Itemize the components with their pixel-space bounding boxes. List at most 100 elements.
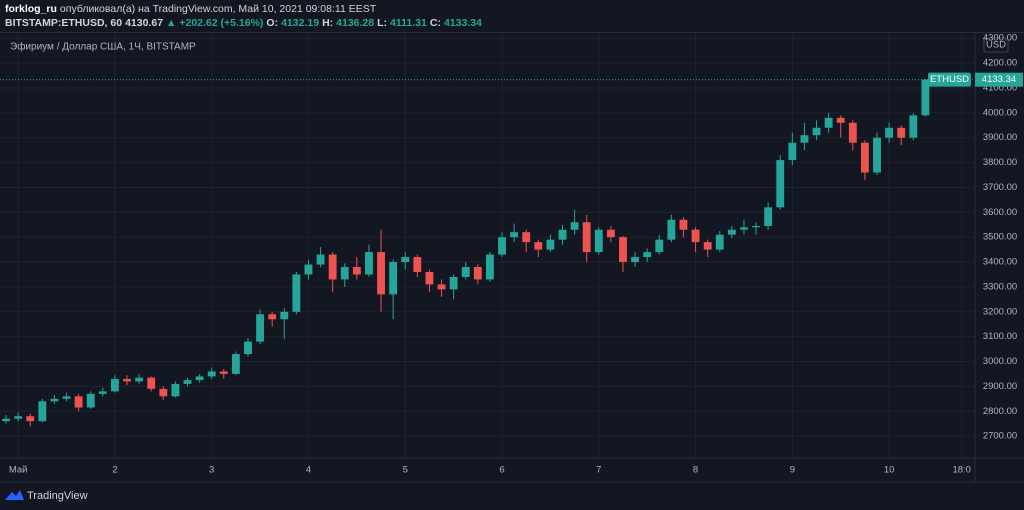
candle-body [788,142,797,161]
x-tick-label: 5 [403,465,408,476]
candle-body [195,376,204,381]
candle-body [558,229,567,240]
candle-body [62,396,71,399]
high: 4136.28 [336,17,375,29]
candle-body [897,127,906,138]
y-tick-label: 4200.00 [983,58,1017,69]
candle-body [510,232,519,238]
candle-body [280,311,289,320]
candle-body [703,242,712,250]
candle-body [183,380,192,384]
candle-body [812,127,821,136]
candle-body [316,254,325,265]
candle-body [921,79,930,116]
header-line-1: forklog_ru опубликовал(а) на TradingView.… [5,3,379,15]
candle-body [147,377,156,389]
candle-body [522,232,531,243]
candle-body [860,142,869,173]
candle-body [727,229,736,235]
candle-body [824,117,833,128]
x-tick-label: 4 [306,465,311,476]
candle-body [885,127,894,138]
author[interactable]: forklog_ru [5,3,57,15]
x-tick-label: 7 [596,465,601,476]
y-tick-label: 4300.00 [983,33,1017,44]
price: 4130.67 [125,17,164,29]
candle-body [570,222,579,230]
y-tick-label: 2700.00 [983,431,1017,442]
candle-body [606,229,615,238]
candle-body [292,274,301,312]
x-tick-label: 3 [209,465,214,476]
candle-body [38,401,47,422]
currency: USD [986,40,1006,51]
candle-body [159,388,168,397]
candle-body [304,264,313,275]
candle-body [110,378,119,392]
y-tick-label: 3800.00 [983,157,1017,168]
candle-body [546,239,555,250]
o-label: O: [266,17,279,29]
candle-body [171,383,180,397]
low: 4111.31 [390,17,427,29]
candle-body [776,160,785,208]
candle-body [909,115,918,138]
y-tick-label: 3700.00 [983,182,1017,193]
candle-body [800,135,809,143]
candle-body [437,284,446,290]
candle-body [498,237,506,255]
candle-body [873,137,881,173]
candle-body [413,257,422,272]
candle-body [740,227,748,230]
y-tick-label: 3300.00 [983,281,1017,292]
candle-body [2,418,10,422]
logo[interactable]: TradingView [5,490,88,502]
candle-body [14,416,23,419]
candle-body [389,262,398,295]
candle-body [667,219,676,240]
candle-body [752,225,760,228]
y-tick-label: 3400.00 [983,257,1017,268]
candle-body [135,377,144,382]
logo-icon [5,490,24,500]
symbol-label: ETHUSD [930,74,969,85]
candle-body [534,242,543,250]
candle-body [377,252,385,295]
y-tick-label: 3900.00 [983,132,1017,143]
candle-body [401,257,410,263]
h-label: H: [322,17,334,29]
candle-body [26,416,35,422]
y-tick-label: 3500.00 [983,232,1017,243]
candle-body [582,222,591,253]
candle-body [631,257,640,263]
x-tick-label: 2 [112,465,117,476]
x-tick-label: 18:0 [952,465,971,476]
candle-body [50,398,59,402]
candle-body [207,371,216,377]
candle-body [328,254,337,280]
y-tick-label: 4000.00 [983,107,1017,118]
y-tick-label: 3200.00 [983,306,1017,317]
candle-body [485,254,494,280]
x-tick-label: 6 [499,465,504,476]
candle-body [219,371,228,374]
candle-body [425,271,434,285]
close: 4133.34 [443,17,482,29]
l-label: L: [377,17,388,29]
x-tick-label: 8 [693,465,698,476]
x-tick-label: 9 [790,465,795,476]
candle-body [764,207,773,226]
symbol-badge [928,72,971,87]
candle-body [340,267,349,280]
currency-badge[interactable] [983,37,1009,53]
candle-body [365,252,373,275]
candle-body [619,237,627,263]
candle-body [691,229,700,243]
open: 4132.19 [281,17,320,29]
published: опубликовал(а) на TradingView.com, Май 1… [59,3,377,15]
x-tick-label: Май [9,465,28,476]
candle-body [715,234,724,250]
y-tick-label: 4100.00 [983,82,1017,93]
